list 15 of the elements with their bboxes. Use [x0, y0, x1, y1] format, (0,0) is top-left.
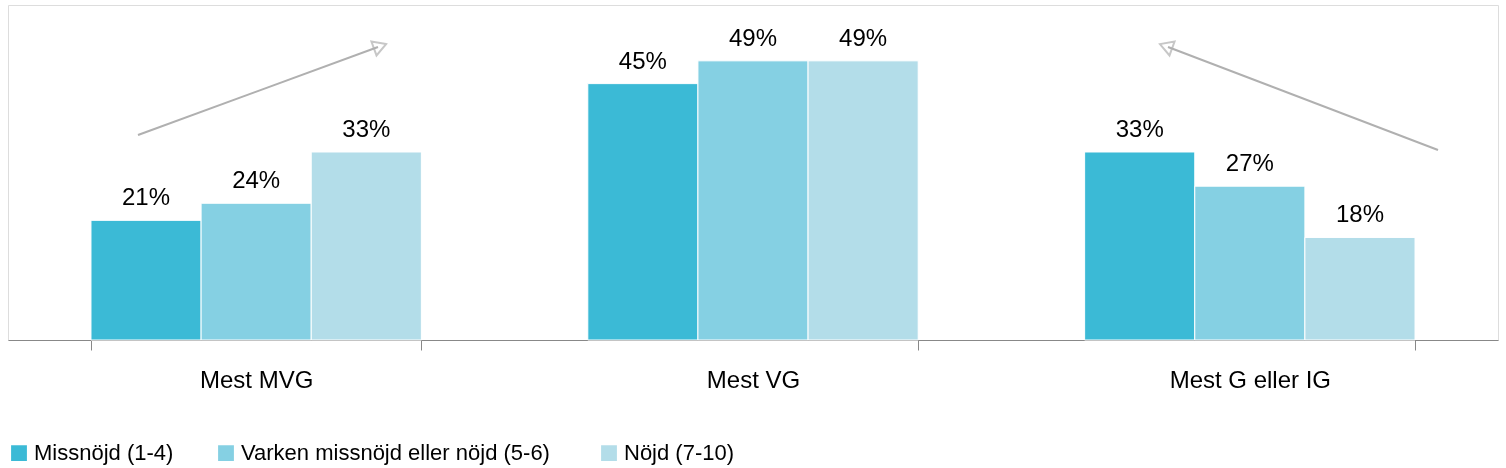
data-label: 45% [618, 46, 667, 74]
data-label: 27% [1225, 149, 1274, 177]
legend-label: Missnöjd (1-4) [34, 440, 174, 466]
x-tick-label: Mest G eller IG [1169, 365, 1332, 393]
x-tick-label: Mest VG [706, 365, 801, 393]
data-label: 21% [122, 183, 171, 211]
legend-label: Nöjd (7-10) [624, 440, 735, 466]
data-label: 33% [1115, 114, 1164, 142]
x-tick-label: Mest MVG [200, 365, 314, 393]
data-label: 49% [728, 23, 778, 51]
legend-label: Varken missnöjd eller nöjd (5-6) [241, 440, 550, 466]
data-label: 33% [342, 114, 391, 142]
data-label: 49% [839, 23, 888, 51]
data-label: 18% [1335, 200, 1384, 228]
data-label: 24% [232, 166, 281, 194]
